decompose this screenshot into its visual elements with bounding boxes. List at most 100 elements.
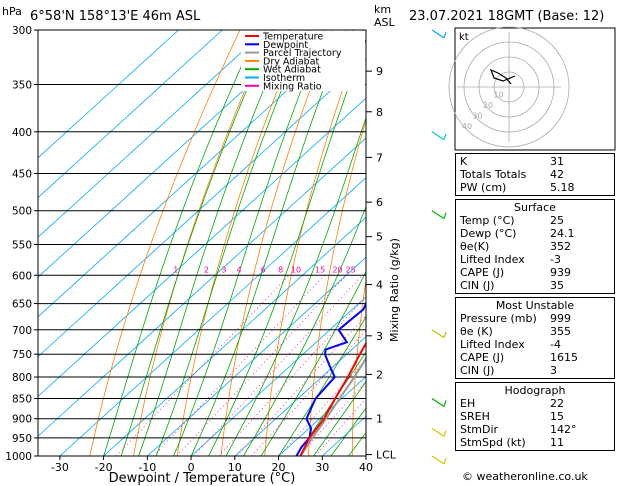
wind-barb	[431, 427, 447, 437]
pressure-tick-label: 400	[12, 127, 32, 139]
surface-box: Surface Temp (°C) 25 Dewp (°C) 24.1 θe(K) 352…	[455, 199, 615, 294]
km-tick-label: 3	[376, 330, 383, 343]
indices-panel: K 31 Totals Totals 42 PW (cm) 5.18 Surface Te…	[455, 153, 615, 454]
mixing-ratio-line	[298, 380, 366, 456]
legend-label: Dry Adiabat	[263, 56, 320, 67]
temperature-tick-label: 40	[359, 461, 373, 474]
isotherm-line	[278, 375, 366, 456]
hodograph-unit-label: kt	[459, 32, 469, 43]
temperature-tick-label: -30	[51, 461, 69, 474]
legend-label: Isotherm	[263, 73, 305, 84]
index-value: 355	[550, 325, 571, 338]
pressure-tick-label: 300	[12, 25, 32, 37]
wind-barb	[431, 397, 447, 407]
pressure-tick-label: 350	[12, 80, 32, 92]
plot-frame	[37, 29, 367, 457]
wind-barb	[431, 29, 447, 39]
legend-label: Mixing Ratio	[263, 81, 322, 92]
mixing-ratio-label: 1	[173, 265, 178, 274]
isotherm-line	[234, 336, 366, 456]
index-value: 25	[550, 214, 564, 227]
km-tick-label: 2	[376, 368, 383, 381]
index-value: 142°	[550, 423, 577, 436]
index-label: Lifted Index	[460, 338, 525, 351]
pressure-tick-label: 500	[12, 206, 32, 218]
isotherm-line	[38, 30, 267, 238]
index-value: -4	[550, 338, 561, 351]
mixing-ratio-label: 2	[204, 265, 209, 274]
wind-barb	[431, 131, 447, 141]
index-label: Lifted Index	[460, 253, 525, 266]
hodograph-ring-label: 20	[483, 101, 493, 110]
legend-label: Temperature	[262, 32, 323, 43]
pressure-tick-label: 800	[12, 372, 32, 384]
index-label: θe (K)	[460, 325, 493, 338]
km-tick-label: 5	[376, 231, 383, 244]
index-value: 24.1	[550, 227, 575, 240]
index-label: Pressure (mb)	[460, 312, 537, 325]
pressure-tick-label: 600	[12, 270, 32, 282]
index-row: K 31	[460, 155, 610, 168]
km-tick-label: 9	[376, 65, 383, 78]
isotherm-line	[38, 30, 354, 318]
pressure-tick-label: 750	[12, 349, 32, 361]
index-row: SREH 15	[460, 410, 610, 423]
hodograph-ring-label: 10	[493, 91, 503, 100]
index-row: θe (K) 355	[460, 325, 610, 338]
index-label: Totals Totals	[460, 168, 527, 181]
index-row: CAPE (J) 939	[460, 266, 610, 279]
mixing-ratio-label: 4	[237, 265, 242, 274]
wet-adiabat-line	[295, 351, 366, 456]
mixing-ratio-label: 8	[278, 265, 283, 274]
temperature-tick-label: 10	[228, 461, 242, 474]
parcel-trajectory-line	[299, 356, 366, 456]
isotherm-line	[38, 137, 366, 437]
index-row: PW (cm) 5.18	[460, 181, 610, 194]
mixing-ratio-label: 20	[332, 265, 342, 274]
hodograph-trace	[489, 68, 516, 85]
isotherm-line	[38, 30, 311, 278]
isotherm-line	[38, 30, 223, 199]
index-value: 1615	[550, 351, 578, 364]
mixing-ratio-label: 6	[261, 265, 266, 274]
wet-adiabat-line	[208, 38, 366, 456]
index-label: StmSpd (kt)	[460, 436, 526, 449]
hodograph-ring-label: 30	[472, 112, 482, 121]
mixing-ratio-line	[278, 359, 366, 456]
pressure-tick-label: 700	[12, 325, 32, 337]
pressure-tick-label: 950	[12, 433, 32, 445]
mixing-ratio-line	[236, 315, 366, 456]
mixing-ratio-label: 3	[221, 265, 226, 274]
mixing-ratio-label: 10	[291, 265, 301, 274]
index-label: K	[460, 155, 468, 168]
wet-adiabat-line	[330, 407, 366, 456]
index-row: Totals Totals 42	[460, 168, 610, 181]
legend-label: Parcel Trajectory	[263, 48, 342, 59]
mixing-ratio-line	[153, 274, 325, 456]
temperature-tick-label: 20	[272, 461, 286, 474]
pressure-tick-label: 550	[12, 239, 32, 251]
indices-top-box: K 31 Totals Totals 42 PW (cm) 5.18	[455, 153, 615, 196]
index-row: CIN (J) 35	[460, 279, 610, 292]
index-value: 15	[550, 410, 564, 423]
legend-label: Wet Adiabat	[263, 65, 321, 76]
km-tick-label: LCL	[376, 449, 397, 462]
most-unstable-title: Most Unstable	[495, 299, 575, 312]
dewpoint-line	[295, 300, 366, 456]
dry-adiabat-line	[395, 30, 456, 456]
legend-label: Dewpoint	[263, 40, 308, 51]
index-row: Lifted Index -4	[460, 338, 610, 351]
km-tick-label: 8	[376, 106, 383, 119]
index-label: Temp (°C)	[460, 214, 515, 227]
temperature-line	[299, 341, 366, 456]
wet-adiabat-line	[138, 30, 290, 456]
wet-adiabat-line	[225, 116, 366, 456]
isotherm-line	[147, 256, 366, 456]
mixing-ratio-axis-label: Mixing Ratio (g/kg)	[388, 238, 401, 342]
hpa-label: hPa	[2, 5, 22, 18]
km-tick-label: 7	[376, 151, 383, 164]
temperature-tick-label: 0	[188, 461, 195, 474]
hodograph-box: Hodograph EH 22 SREH 15 StmDir 142° StmSpd (kt…	[455, 382, 615, 451]
